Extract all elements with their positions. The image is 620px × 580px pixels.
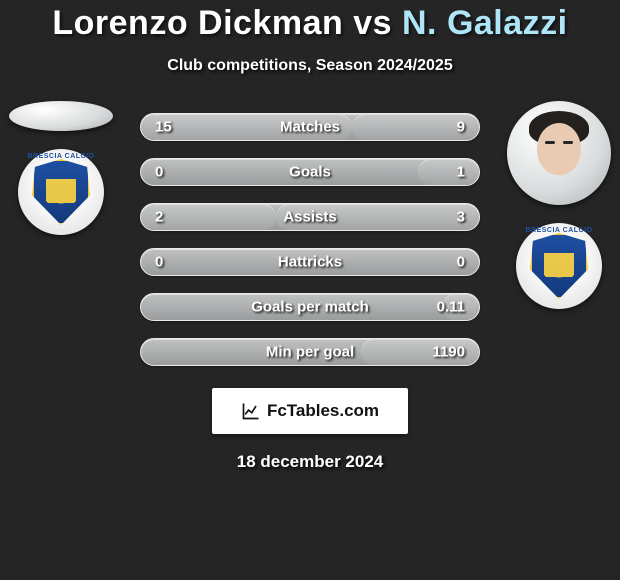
- subtitle: Club competitions, Season 2024/2025: [167, 57, 452, 75]
- stats-area: BRESCIA CALCIO BRESCIA CALCIO 15 9 Matches…: [0, 113, 620, 366]
- stat-bar: 15 9 Matches: [140, 113, 480, 141]
- stat-value-right: 0.11: [437, 299, 465, 316]
- stat-value-right: 9: [457, 119, 465, 136]
- player-left-club-crest: BRESCIA CALCIO: [18, 149, 104, 235]
- stat-label: Goals: [289, 164, 331, 181]
- stat-bar: 1190 Min per goal: [140, 338, 480, 366]
- comparison-card: Lorenzo Dickman vs N. Galazzi Club compe…: [0, 0, 620, 580]
- stat-bar: 0 1 Goals: [140, 158, 480, 186]
- stat-value-left: 2: [155, 209, 163, 226]
- snapshot-date: 18 december 2024: [237, 452, 384, 472]
- stat-value-left: 0: [155, 164, 163, 181]
- title-player1: Lorenzo Dickman: [52, 4, 343, 42]
- player-right-avatar: [507, 101, 611, 205]
- stat-value-right: 0: [457, 254, 465, 271]
- player-right-club-crest: BRESCIA CALCIO: [516, 223, 602, 309]
- stat-value-left: 15: [155, 119, 172, 136]
- stat-label: Assists: [283, 209, 336, 226]
- title-vs: vs: [353, 4, 392, 42]
- shield-icon: [32, 159, 90, 225]
- stat-bar: 2 3 Assists: [140, 203, 480, 231]
- stat-bar: 0 0 Hattricks: [140, 248, 480, 276]
- player-left-column: BRESCIA CALCIO: [6, 101, 116, 235]
- site-name: FcTables.com: [267, 401, 379, 421]
- stat-label: Min per goal: [266, 344, 354, 361]
- shield-icon: [530, 233, 588, 299]
- crest-ring-text: BRESCIA CALCIO: [18, 153, 104, 160]
- player-left-avatar-placeholder: [9, 101, 113, 131]
- crest-ring-text: BRESCIA CALCIO: [516, 227, 602, 234]
- stat-value-left: 0: [155, 254, 163, 271]
- chart-icon: [241, 401, 261, 421]
- player-right-column: BRESCIA CALCIO: [504, 101, 614, 309]
- stat-label: Goals per match: [251, 299, 369, 316]
- stat-value-right: 1: [457, 164, 465, 181]
- stat-fill-right: [418, 159, 479, 185]
- site-badge[interactable]: FcTables.com: [212, 388, 408, 434]
- stat-label: Matches: [280, 119, 340, 136]
- stat-value-right: 1190: [432, 344, 465, 361]
- page-title: Lorenzo Dickman vs N. Galazzi: [52, 4, 567, 43]
- stat-value-right: 3: [457, 209, 465, 226]
- stat-bar: 0.11 Goals per match: [140, 293, 480, 321]
- title-player2: N. Galazzi: [402, 4, 568, 42]
- stat-bars: 15 9 Matches 0 1 Goals 2 3 Assists 0 0 Hattricks 0.1…: [140, 113, 480, 366]
- stat-label: Hattricks: [278, 254, 342, 271]
